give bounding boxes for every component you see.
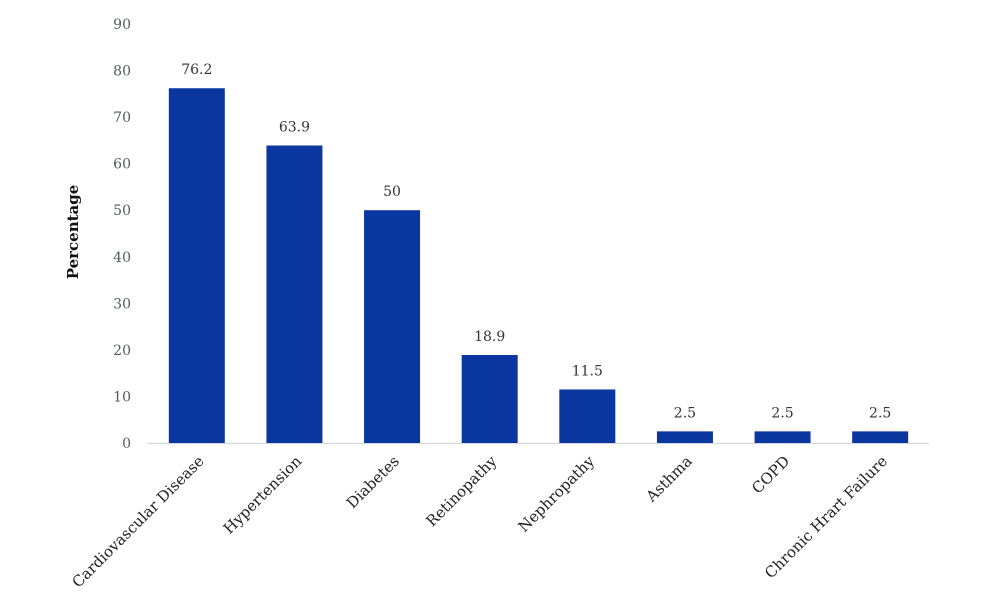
category-label: Hypertension bbox=[220, 452, 306, 538]
category-label: Retinopathy bbox=[422, 452, 500, 530]
y-tick-label: 10 bbox=[113, 389, 131, 405]
bars-group bbox=[168, 88, 909, 443]
bar bbox=[852, 431, 909, 443]
y-tick-label: 30 bbox=[113, 296, 131, 312]
bar bbox=[559, 389, 616, 443]
y-axis-title: Percentage bbox=[64, 185, 82, 280]
y-tick-label: 90 bbox=[113, 17, 131, 33]
y-tick-label: 70 bbox=[113, 110, 131, 126]
bar bbox=[364, 210, 421, 443]
category-label: COPD bbox=[748, 452, 793, 497]
y-tick-label: 60 bbox=[113, 157, 131, 173]
data-labels-group: 76.2 63.9 50 18.9 11.5 2.5 2.5 2.5 bbox=[181, 62, 891, 421]
category-label: Asthma bbox=[642, 452, 696, 506]
data-label: 11.5 bbox=[572, 363, 603, 379]
data-label: 18.9 bbox=[474, 329, 505, 345]
category-labels-group: Cardiovascular Disease Hypertension Diabet… bbox=[68, 452, 891, 592]
y-axis-ticks: 0 10 20 30 40 50 60 70 80 90 bbox=[113, 17, 131, 452]
data-label: 50 bbox=[383, 184, 401, 200]
data-label: 63.9 bbox=[279, 120, 310, 136]
bar bbox=[656, 431, 713, 443]
y-tick-label: 50 bbox=[113, 203, 131, 219]
y-tick-label: 0 bbox=[122, 436, 131, 452]
y-tick-label: 40 bbox=[113, 250, 131, 266]
data-label: 76.2 bbox=[181, 62, 212, 78]
bar bbox=[754, 431, 811, 443]
data-label: 2.5 bbox=[771, 405, 793, 421]
data-label: 2.5 bbox=[674, 405, 696, 421]
bar bbox=[461, 355, 518, 443]
data-label: 2.5 bbox=[869, 405, 891, 421]
category-label: Diabetes bbox=[343, 452, 403, 512]
y-tick-label: 80 bbox=[113, 64, 131, 80]
category-label: Nephropathy bbox=[515, 452, 599, 536]
y-tick-label: 20 bbox=[113, 343, 131, 359]
category-label: Cardiovascular Disease bbox=[68, 452, 207, 591]
bar bbox=[266, 145, 323, 443]
bar bbox=[168, 88, 225, 443]
